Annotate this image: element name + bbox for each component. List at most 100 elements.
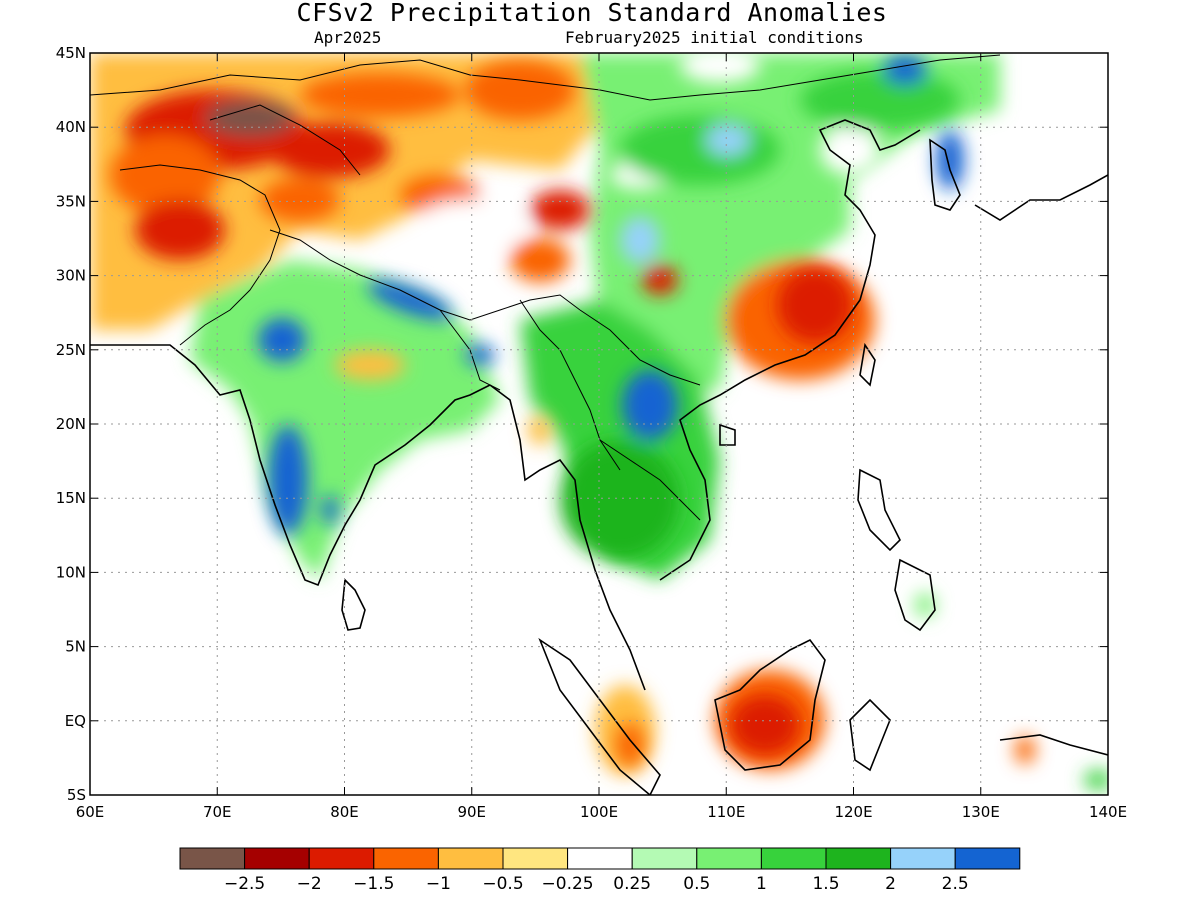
coastline-sri-lanka: [341, 578, 366, 631]
lat-tick-label: 20N: [56, 415, 86, 433]
coastline-borneo: [714, 638, 826, 771]
valid-month-label: Apr2025: [314, 28, 382, 47]
near-normal-tibet: [415, 200, 525, 250]
colorbar-swatch: [890, 847, 956, 870]
colorbar-label: 2: [885, 874, 896, 894]
lon-tick-label: 100E: [580, 803, 618, 821]
lat-tick-label: 10N: [56, 563, 86, 581]
wet-india: [190, 260, 500, 580]
lon-tick-label: 70E: [203, 803, 232, 821]
coastline-japan: [974, 174, 1108, 221]
colorbar-swatch: [179, 847, 246, 870]
coastline-myanmar-malay: [489, 384, 646, 691]
lat-tick-label: 15N: [56, 489, 86, 507]
wet-inner-mongolia: [706, 124, 750, 156]
lat-tick-label: 35N: [56, 192, 86, 210]
coastline-india: [90, 344, 491, 587]
colorbar-label: −2.5: [224, 874, 265, 894]
lon-tick-label: 90E: [457, 803, 486, 821]
anomaly-field: [90, 53, 1108, 790]
dry-central-india: [335, 350, 405, 380]
colorbar-label: −0.25: [542, 874, 594, 894]
coastline-southern-philippines: [894, 558, 936, 632]
wet-mongolia-core: [883, 55, 927, 85]
wet-himalaya-foothills: [367, 280, 453, 320]
dry-sumatra-core: [616, 723, 644, 767]
lon-tick-label: 140E: [1089, 803, 1127, 821]
initial-conditions-label: February2025 initial conditions: [565, 28, 864, 47]
lon-tick-label: 60E: [76, 803, 105, 821]
colorbar-swatch: [373, 847, 439, 870]
coastline-korea: [929, 138, 961, 211]
colorbar-swatch: [437, 847, 504, 870]
coastline-taiwan: [859, 342, 876, 387]
country-borders: [90, 54, 1001, 521]
dry-core-tibet-west: [205, 100, 295, 136]
colorbar-label: 1: [756, 874, 767, 894]
anomaly-intensity-blobs: [110, 53, 1108, 790]
chart-title: CFSv2 Precipitation Standard Anomalies: [296, 0, 888, 27]
border-laos-vietnam: [599, 439, 701, 521]
colorbar-label: −1.5: [353, 874, 394, 894]
border-north-asia: [90, 54, 1001, 101]
border-pakistan-afghanistan: [119, 164, 281, 346]
coastline-hainan: [719, 423, 736, 446]
colorbar: −2.5 −2 −1.5 −1 −0.5 −0.25 0.25 0.5 1 1.5 2 2.5: [179, 847, 1021, 894]
coastline-indochina: [659, 119, 921, 581]
wet-east-india: [322, 495, 338, 525]
dry-tarim-east: [465, 60, 575, 120]
border-tarim: [209, 104, 361, 176]
dry-new-guinea: [1015, 736, 1035, 764]
wet-northern-vietnam: [622, 370, 678, 440]
lat-tick-label: 5S: [67, 786, 86, 804]
colorbar-swatch: [244, 847, 310, 870]
dry-borneo-core: [730, 695, 800, 755]
wet-yellow-river: [620, 216, 660, 264]
lon-tick-label: 130E: [962, 803, 1000, 821]
dry-southeast-china-core: [777, 267, 853, 343]
coastlines: [90, 119, 1108, 795]
colorbar-swatch: [502, 847, 569, 870]
colorbar-swatch: [308, 847, 375, 870]
lon-tick-label: 110E: [707, 803, 745, 821]
colorbar-label: 0.25: [613, 874, 651, 894]
colorbar-swatch: [760, 847, 827, 870]
wet-east-new-guinea: [1084, 770, 1108, 790]
lon-tick-label: 120E: [834, 803, 872, 821]
colorbar-swatch: [696, 847, 762, 870]
dry-sichuan: [642, 265, 678, 295]
dry-qaidam: [530, 190, 590, 230]
map-axes: 60E 70E 80E 90E 100E 110E 120E 130E 140E 45N 40N 35…: [56, 44, 1127, 821]
dry-afghanistan: [135, 200, 225, 260]
colorbar-label: 2.5: [942, 874, 969, 894]
wet-north-china-core: [620, 115, 780, 185]
lon-tick-label: 80E: [330, 803, 359, 821]
coastline-new-guinea: [999, 734, 1108, 756]
lat-tick-label: 5N: [65, 638, 86, 656]
lat-tick-label: 25N: [56, 341, 86, 359]
dry-tarim-band: [270, 122, 390, 178]
colorbar-label: −0.5: [482, 874, 523, 894]
colorbar-swatch: [954, 847, 1021, 870]
colorbar-label: 0.5: [683, 874, 710, 894]
colorbar-label: −1: [426, 874, 451, 894]
lat-tick-label: 40N: [56, 118, 86, 136]
coastline-sumatra: [538, 637, 661, 795]
coastline-luzon: [857, 468, 901, 552]
wet-bangladesh: [465, 345, 495, 365]
wet-korea: [936, 130, 964, 190]
wet-western-ghats: [268, 425, 308, 535]
dry-myanmar: [528, 415, 552, 445]
dry-eastern-tibet: [510, 238, 570, 282]
wet-mainland-southeast-asia: [560, 440, 680, 560]
colorbar-swatch: [825, 847, 892, 870]
dry-western-tibet: [260, 178, 340, 222]
colorbar-label: 1.5: [812, 874, 839, 894]
wet-central-india: [258, 318, 306, 362]
near-normal-north-china: [820, 125, 880, 175]
near-normal-mongolia: [680, 53, 760, 83]
dry-central-asia: [110, 135, 220, 215]
lat-tick-label: 45N: [56, 44, 86, 62]
dry-dzungaria: [300, 73, 460, 117]
